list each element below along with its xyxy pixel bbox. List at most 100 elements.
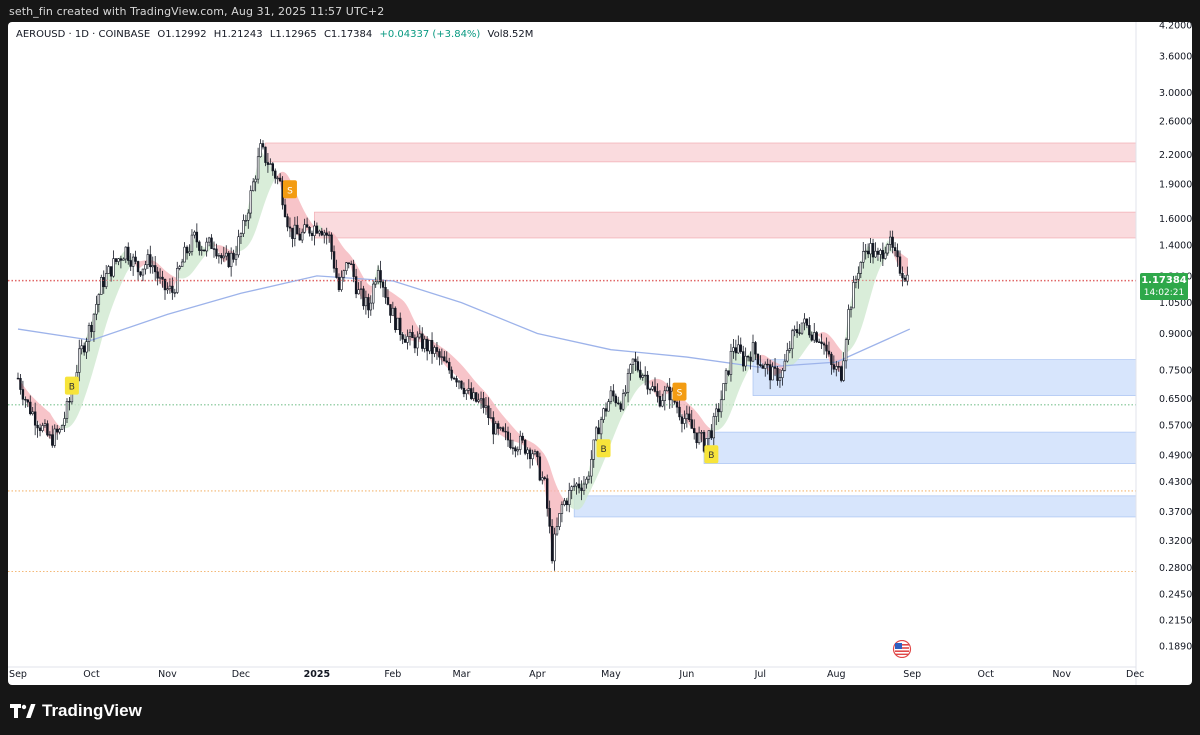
candle (599, 416, 603, 444)
candle (810, 331, 814, 342)
candle-body (300, 231, 304, 241)
candle-body (492, 417, 495, 435)
candle-body (296, 224, 299, 235)
candle (278, 173, 282, 182)
chart-panel[interactable]: B S B S B 4.20000 3.60000 3.00000 2.60000 2.20000… (8, 22, 1192, 685)
candle-body (278, 177, 282, 182)
x-tick-label: Jun (678, 669, 694, 680)
signal-label: S (677, 389, 683, 399)
candles (16, 139, 909, 571)
candle-body (629, 364, 632, 374)
candle (217, 253, 221, 264)
candle-body (413, 337, 417, 349)
candle (891, 230, 894, 254)
candle (168, 278, 172, 294)
candle-body (793, 329, 796, 332)
candle-body (24, 398, 27, 401)
signal-badge (64, 376, 79, 395)
tradingview-logo[interactable]: TradingView (10, 701, 142, 721)
candle-body (237, 236, 240, 256)
candle (690, 410, 693, 429)
candle (403, 334, 407, 343)
buy-signal-4: B (704, 445, 719, 464)
candle-body (724, 370, 728, 384)
candle (756, 353, 760, 373)
candle (538, 452, 542, 482)
candle (185, 245, 189, 260)
candle-body (599, 419, 603, 435)
candle-body (805, 318, 809, 326)
candle (837, 361, 840, 372)
candle (291, 227, 294, 248)
candle-body (541, 477, 544, 481)
candle (41, 422, 44, 433)
bullish-cloud (842, 239, 892, 367)
candle (604, 402, 608, 417)
candle-body (450, 369, 453, 379)
candle (95, 295, 98, 321)
candle (575, 482, 578, 495)
candle-body (364, 297, 368, 307)
candle (702, 430, 706, 453)
candle-body (715, 408, 718, 417)
candle (737, 335, 740, 354)
candle (438, 348, 441, 366)
candle-body (465, 389, 468, 395)
candle-body (198, 241, 201, 251)
price-chart[interactable]: B S B S B 4.20000 3.60000 3.00000 2.60000 2.20000… (8, 22, 1192, 685)
candle-body (533, 451, 537, 455)
bar-countdown: 14:02:21 (1143, 288, 1185, 298)
candle (440, 348, 444, 365)
candle-body (815, 332, 818, 343)
x-tick-label: Oct (978, 669, 995, 680)
candle (754, 340, 757, 361)
candle-body (506, 431, 510, 441)
candle-body (825, 344, 828, 352)
candle (849, 306, 853, 318)
candle-body (837, 366, 840, 368)
candle-body (604, 408, 608, 412)
x-tick-label: Jul (754, 669, 766, 680)
candle (572, 478, 576, 491)
candle-body (276, 177, 279, 180)
candle (127, 242, 130, 265)
candle-body (585, 478, 588, 485)
us-flag-icon[interactable] (891, 640, 913, 658)
candle (384, 280, 387, 304)
candle-body (810, 334, 814, 341)
candle (688, 406, 691, 423)
candle (553, 527, 556, 571)
candle-body (634, 358, 637, 362)
candle-body (719, 399, 723, 413)
candle (100, 274, 103, 295)
candle-body (225, 252, 228, 257)
candle-body (391, 307, 395, 316)
candle-body (345, 262, 348, 271)
candle-body (163, 278, 167, 291)
candle (362, 285, 365, 310)
candle-body (220, 255, 223, 259)
candle (433, 345, 436, 358)
candle (859, 261, 863, 279)
candle (700, 429, 703, 443)
candle (161, 270, 164, 288)
candle (55, 425, 59, 440)
candle-body (313, 225, 316, 237)
candle (411, 325, 414, 339)
candle (487, 397, 490, 426)
candle (866, 243, 870, 259)
candle-body (482, 398, 485, 408)
candle-body (688, 413, 691, 420)
candle (585, 476, 588, 489)
candle (418, 325, 421, 340)
candle (33, 402, 37, 436)
candle (565, 497, 569, 512)
candle-body (249, 190, 252, 214)
candle (830, 351, 833, 375)
candle (215, 243, 218, 259)
candle (107, 264, 110, 274)
x-tick-label: Nov (158, 669, 177, 680)
candle-body (36, 424, 39, 429)
